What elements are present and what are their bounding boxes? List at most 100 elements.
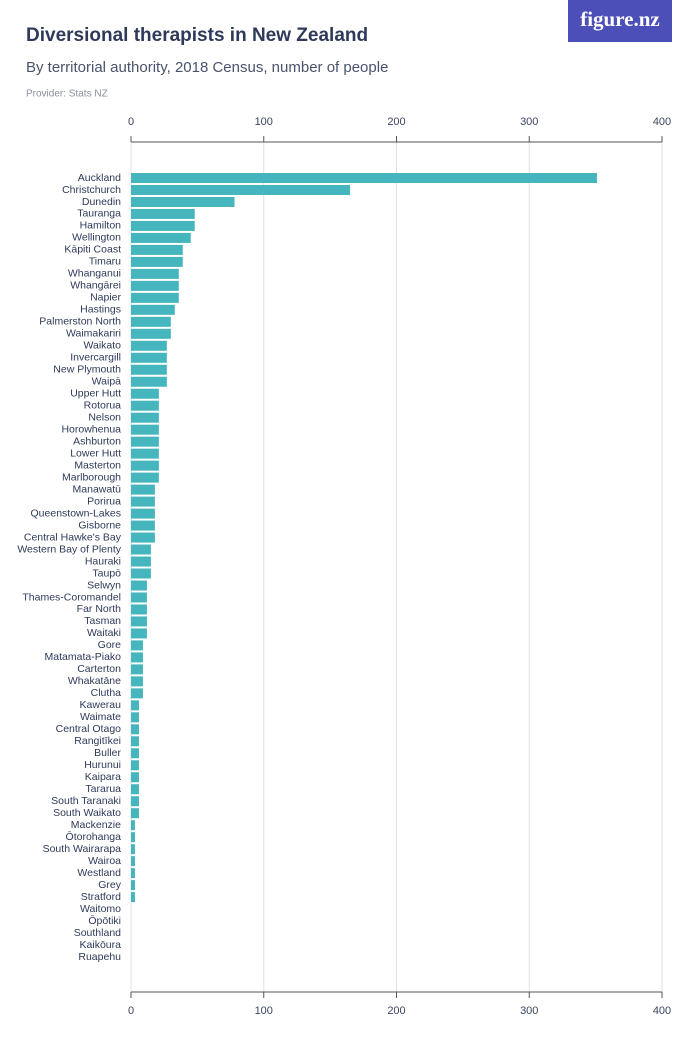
x-tick-label: 200 [387, 116, 405, 128]
y-tick-label: Gore [98, 639, 122, 651]
bar [131, 292, 179, 303]
y-tick-label: Western Bay of Plenty [17, 543, 121, 555]
bar [131, 628, 147, 639]
x-tick-label: 0 [128, 1005, 134, 1017]
bar [131, 592, 147, 603]
y-tick-label: Whanganui [68, 268, 121, 280]
bar [131, 448, 159, 459]
y-tick-label: Buller [94, 747, 121, 759]
x-tick-label: 300 [520, 116, 538, 128]
y-tick-label: Central Hawke's Bay [24, 531, 122, 543]
bar [131, 712, 139, 723]
y-tick-label: Grey [98, 879, 122, 891]
bar [131, 472, 159, 483]
y-tick-label: Whangārei [70, 280, 121, 292]
bar [131, 173, 597, 183]
bar [131, 796, 139, 807]
y-tick-label: Waitomo [80, 903, 121, 915]
x-tick-label: 200 [387, 1005, 405, 1017]
bar [131, 748, 139, 759]
bar [131, 196, 235, 207]
y-tick-label: Kaikōura [80, 939, 122, 951]
bar [131, 376, 167, 387]
y-tick-label: Carterton [77, 663, 121, 675]
bar [131, 232, 191, 243]
y-tick-label: Upper Hutt [70, 388, 121, 400]
x-tick-label: 0 [128, 116, 134, 128]
y-tick-label: Far North [77, 603, 122, 615]
y-tick-label: Hamilton [80, 220, 122, 232]
y-tick-label: Wairoa [88, 855, 121, 867]
bar [131, 544, 151, 555]
y-tick-label: Kāpiti Coast [64, 244, 121, 256]
bar [131, 820, 135, 831]
x-tick-label: 400 [653, 116, 671, 128]
bar [131, 664, 143, 675]
x-tick-label: 100 [255, 116, 273, 128]
bar [131, 568, 151, 579]
bar [131, 328, 171, 339]
y-tick-label: Taupō [92, 567, 121, 579]
y-tick-label: Waitaki [87, 627, 121, 639]
bar [131, 304, 175, 315]
chart-title: Diversional therapists in New Zealand [26, 25, 368, 46]
y-tick-label: Christchurch [62, 184, 121, 196]
y-tick-label: Auckland [78, 172, 121, 184]
bar [131, 364, 167, 375]
bar [131, 496, 155, 507]
y-tick-label: Clutha [91, 687, 122, 699]
bar [131, 880, 135, 891]
bar [131, 520, 155, 531]
y-tick-label: Horowhenua [61, 423, 121, 435]
x-tick-label: 300 [520, 1005, 538, 1017]
y-tick-label: Matamata-Piako [45, 651, 122, 663]
bar [131, 892, 135, 903]
x-tick-label: 400 [653, 1005, 671, 1017]
bar [131, 484, 155, 495]
y-tick-label: New Plymouth [53, 364, 121, 376]
bar [131, 700, 139, 711]
y-tick-label: Rangitīkei [74, 735, 121, 747]
chart-subtitle: By territorial authority, 2018 Census, n… [26, 59, 388, 76]
bar [131, 580, 147, 591]
bar [131, 412, 159, 423]
bar [131, 856, 135, 867]
y-tick-label: Masterton [74, 459, 121, 471]
y-tick-label: Ruapehu [78, 951, 121, 963]
y-tick-label: Southland [74, 927, 121, 939]
bar [131, 652, 143, 663]
bar [131, 424, 159, 435]
bar [131, 640, 143, 651]
y-tick-label: Tararua [85, 783, 121, 795]
bar [131, 688, 143, 699]
y-tick-label: Ōtorohanga [66, 831, 122, 843]
bar [131, 868, 135, 879]
y-tick-label: Thames-Coromandel [22, 591, 121, 603]
bar [131, 676, 143, 687]
x-tick-label: 100 [255, 1005, 273, 1017]
y-tick-label: Ōpōtiki [88, 915, 121, 927]
y-tick-label: Wellington [72, 232, 121, 244]
y-tick-label: Central Otago [56, 723, 122, 735]
y-tick-label: Gisborne [78, 519, 121, 531]
y-tick-label: Lower Hutt [70, 447, 121, 459]
bar [131, 604, 147, 615]
bar [131, 844, 135, 855]
y-tick-label: Napier [90, 292, 121, 304]
y-tick-label: Palmerston North [39, 316, 121, 328]
bar [131, 220, 195, 231]
bar [131, 280, 179, 291]
bar [131, 832, 135, 843]
bar [131, 760, 139, 771]
bar [131, 208, 195, 219]
y-tick-label: Stratford [81, 891, 121, 903]
bar [131, 316, 171, 327]
y-tick-label: Mackenzie [71, 819, 121, 831]
logo[interactable]: figure.nz [580, 7, 660, 31]
bar [131, 268, 179, 279]
source: Provider: Stats NZ [26, 89, 108, 100]
bar [131, 784, 139, 795]
logo-box[interactable] [568, 0, 672, 42]
bar [131, 772, 139, 783]
y-tick-label: Timaru [89, 256, 121, 268]
